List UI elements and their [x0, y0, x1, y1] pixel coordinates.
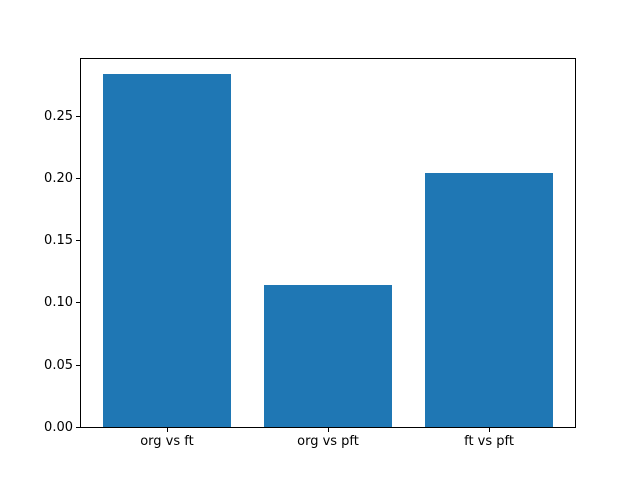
y-tick-label: 0.00	[44, 420, 73, 435]
x-tick-label: org vs pft	[297, 434, 359, 449]
y-tick-mark	[76, 427, 80, 428]
y-tick-label: 0.25	[44, 108, 73, 124]
bar-org-vs-ft	[102, 74, 232, 427]
y-tick-mark	[76, 302, 80, 304]
x-tick-mark	[489, 428, 491, 432]
y-tick-mark	[76, 240, 80, 242]
bar-org-vs-pft	[263, 284, 393, 427]
y-tick-mark	[76, 177, 80, 179]
x-tick-mark	[328, 428, 329, 432]
x-tick-mark	[166, 428, 168, 432]
y-tick-label: 0.10	[44, 295, 73, 311]
x-tick-label: org vs ft	[140, 434, 194, 449]
y-tick-label: 0.15	[44, 233, 73, 249]
bar-ft-vs-pft	[424, 172, 554, 427]
y-tick-label: 0.05	[44, 357, 73, 373]
x-tick-label: ft vs pft	[464, 434, 514, 449]
y-tick-mark	[76, 364, 80, 366]
y-tick-label: 0.20	[44, 170, 73, 186]
y-tick-mark	[76, 115, 80, 117]
plot-area	[80, 58, 576, 428]
